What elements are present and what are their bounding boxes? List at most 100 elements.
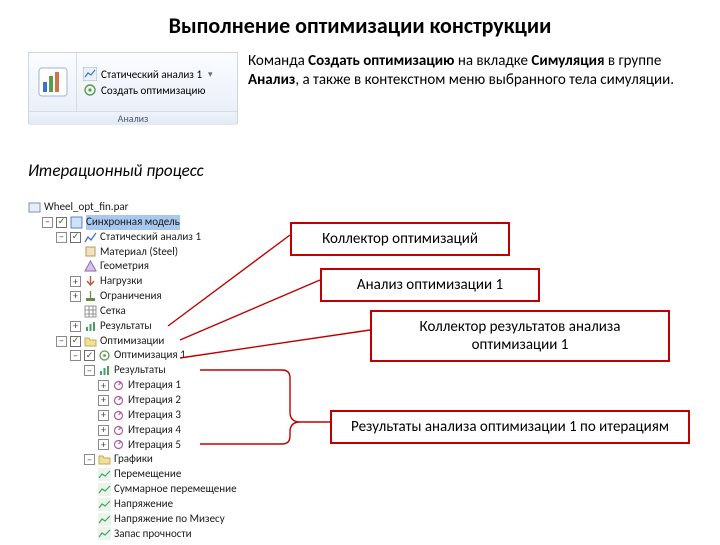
tree-item-sync[interactable]: − ✓ Синхронная модель	[28, 215, 278, 230]
tree-item-iteration[interactable]: + Итерация 5	[28, 438, 278, 453]
tree-item-optimization-1[interactable]: − ✓ Оптимизация 1	[28, 348, 278, 363]
tree-label: Оптимизация 1	[114, 348, 186, 363]
tree-item-graphs[interactable]: − Графики	[28, 452, 278, 467]
expand-icon[interactable]: +	[98, 410, 109, 421]
tree-item-opt-results[interactable]: − Результаты	[28, 363, 278, 378]
chart-icon	[83, 67, 97, 81]
tree-item-iteration[interactable]: + Итерация 4	[28, 423, 278, 438]
tree-item-graph[interactable]: Запас прочности	[28, 527, 278, 542]
results-icon	[84, 320, 97, 333]
tree-item[interactable]: + Нагрузки	[28, 274, 278, 289]
collapse-icon[interactable]: −	[56, 336, 67, 347]
tree-item-graph[interactable]: Перемещение	[28, 467, 278, 482]
chart-icon	[98, 468, 111, 481]
tree-label: Оптимизации	[100, 334, 164, 349]
collapse-icon[interactable]: −	[84, 365, 95, 376]
collapse-icon[interactable]: −	[56, 232, 67, 243]
expand-icon[interactable]: +	[98, 439, 109, 450]
part-icon	[28, 201, 41, 214]
tree-item[interactable]: + Ограничения	[28, 289, 278, 304]
tree-item-graph[interactable]: Суммарное перемещение	[28, 482, 278, 497]
ribbon-item-label: Статический анализ 1	[101, 68, 202, 81]
callout-iterations: Результаты анализа оптимизации 1 по итер…	[330, 410, 690, 444]
constraint-icon	[84, 290, 97, 303]
iteration-icon	[112, 394, 125, 407]
iteration-icon	[112, 438, 125, 451]
tree-item-iteration[interactable]: + Итерация 1	[28, 378, 278, 393]
tree-item[interactable]: Геометрия	[28, 259, 278, 274]
chart-icon	[98, 513, 111, 526]
collapse-icon[interactable]: −	[84, 454, 95, 465]
tree-item-graph[interactable]: Напряжение	[28, 497, 278, 512]
tree-item-optimizations[interactable]: − ✓ Оптимизации	[28, 334, 278, 349]
checkbox[interactable]: ✓	[70, 232, 81, 243]
ribbon-item-static-analysis[interactable]: Статический анализ 1 ▾	[83, 67, 237, 81]
tree-label: Графики	[114, 452, 153, 467]
tree-label: Сетка	[100, 304, 126, 319]
tree-label: Синхронная модель	[86, 215, 180, 230]
callout-collector: Коллектор оптимизаций	[290, 222, 510, 256]
tree-item-iteration[interactable]: + Итерация 2	[28, 393, 278, 408]
tree-item-static-analysis[interactable]: − ✓ Статический анализ 1	[28, 230, 278, 245]
callout-results-collector: Коллектор результатов анализа оптимизаци…	[370, 310, 670, 362]
tree-label: Результаты	[114, 363, 166, 378]
load-icon	[84, 275, 97, 288]
description-text: Команда Создать оптимизацию на вкладке С…	[248, 52, 698, 90]
expand-icon[interactable]: +	[98, 425, 109, 436]
page-title: Выполнение оптимизации конструкции	[0, 12, 720, 39]
tree-label: Wheel_opt_fin.par	[44, 200, 128, 215]
tree-label: Напряжение	[114, 497, 173, 512]
chart-icon	[98, 483, 111, 496]
ribbon-item-create-optimization[interactable]: Создать оптимизацию	[83, 83, 237, 97]
tree-label: Статический анализ 1	[100, 230, 201, 245]
tree-label: Итерация 5	[128, 438, 181, 453]
collapse-icon[interactable]: −	[42, 217, 53, 228]
analysis-icon	[84, 231, 97, 244]
expand-icon[interactable]: +	[98, 395, 109, 406]
ribbon-group-label: Анализ	[29, 111, 237, 125]
iteration-icon	[112, 409, 125, 422]
tree-label: Суммарное перемещение	[114, 482, 237, 497]
expand-icon[interactable]: +	[98, 380, 109, 391]
tree-label: Итерация 4	[128, 423, 181, 438]
results-icon	[98, 364, 111, 377]
checkbox[interactable]: ✓	[56, 217, 67, 228]
iteration-icon	[112, 424, 125, 437]
tree-label: Нагрузки	[100, 274, 142, 289]
tree-label: Материал (Steel)	[100, 245, 178, 260]
tree-item[interactable]: Сетка	[28, 304, 278, 319]
ribbon-panel: Статический анализ 1 ▾ Создать оптимизац…	[28, 52, 238, 124]
section-heading: Итерационный процесс	[28, 160, 204, 181]
optimize-icon	[83, 83, 97, 97]
geometry-icon	[84, 260, 97, 273]
checkbox[interactable]: ✓	[84, 350, 95, 361]
tree-item-iteration[interactable]: + Итерация 3	[28, 408, 278, 423]
optimize-icon	[98, 349, 111, 362]
tree-item[interactable]: Материал (Steel)	[28, 245, 278, 260]
folder-icon	[84, 335, 97, 348]
checkbox[interactable]: ✓	[70, 336, 81, 347]
material-icon	[84, 245, 97, 258]
collapse-icon[interactable]: −	[70, 350, 81, 361]
tree-label: Итерация 1	[128, 378, 181, 393]
tree-view: Wheel_opt_fin.par − ✓ Синхронная модель …	[28, 200, 278, 541]
tree-root[interactable]: Wheel_opt_fin.par	[28, 200, 278, 215]
mesh-icon	[84, 305, 97, 318]
expand-icon[interactable]: +	[70, 291, 81, 302]
tree-label: Запас прочности	[114, 527, 192, 542]
ribbon-item-label: Создать оптимизацию	[101, 84, 205, 97]
expand-icon[interactable]: +	[70, 321, 81, 332]
ribbon-large-button[interactable]	[29, 53, 77, 111]
tree-item-graph[interactable]: Напряжение по Мизесу	[28, 512, 278, 527]
chart-icon	[98, 527, 111, 540]
dropdown-icon: ▾	[208, 69, 213, 80]
iteration-icon	[112, 379, 125, 392]
tree-item[interactable]: + Результаты	[28, 319, 278, 334]
tree-label: Напряжение по Мизесу	[114, 512, 225, 527]
tree-label: Перемещение	[114, 467, 181, 482]
tree-label: Результаты	[100, 319, 152, 334]
callout-analysis: Анализ оптимизации 1	[320, 268, 540, 302]
tree-label: Ограничения	[100, 289, 162, 304]
expand-icon[interactable]: +	[70, 276, 81, 287]
analysis-icon	[37, 66, 69, 98]
